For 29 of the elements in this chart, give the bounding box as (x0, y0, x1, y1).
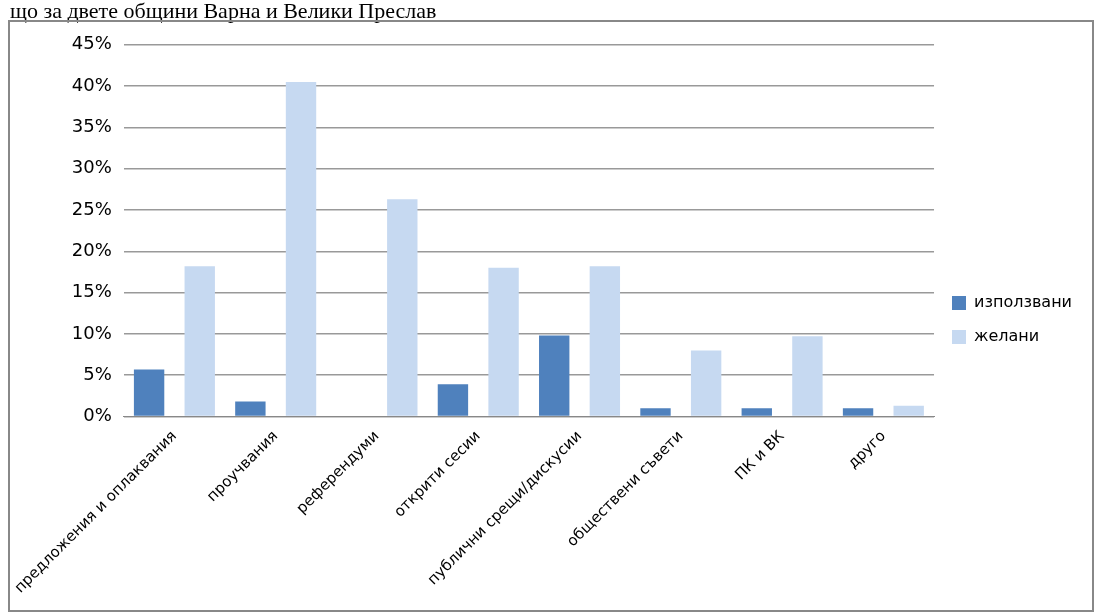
y-tick-label: 35% (71, 115, 112, 137)
y-tick-label: 0% (83, 404, 112, 426)
x-tick-label: ПК и ВК (731, 426, 788, 484)
y-tick-label: 20% (71, 238, 112, 260)
bar (842, 408, 874, 416)
y-tick-label: 30% (71, 156, 112, 178)
y-tick-label: 40% (71, 73, 112, 95)
bar (133, 369, 165, 416)
bar (539, 335, 570, 416)
bar (741, 408, 772, 416)
bar (792, 336, 823, 416)
bar (437, 384, 469, 416)
legend-label: желани (974, 326, 1040, 346)
bar (285, 81, 317, 416)
y-tick-label: 45% (71, 32, 112, 54)
bar (893, 405, 924, 416)
bar (589, 266, 621, 416)
bar (184, 266, 215, 416)
bar (235, 401, 266, 416)
chart-title: що за двете общини Варна и Велики Преслав (9, 0, 438, 23)
bar (640, 408, 671, 416)
bar (387, 199, 418, 416)
y-tick-label: 25% (71, 197, 112, 219)
bar (690, 350, 722, 416)
legend-label: използвани (974, 292, 1072, 312)
y-tick-label: 15% (71, 280, 112, 302)
y-tick-label: 5% (83, 362, 112, 384)
y-tick-label: 10% (71, 321, 112, 343)
bar (488, 267, 519, 416)
